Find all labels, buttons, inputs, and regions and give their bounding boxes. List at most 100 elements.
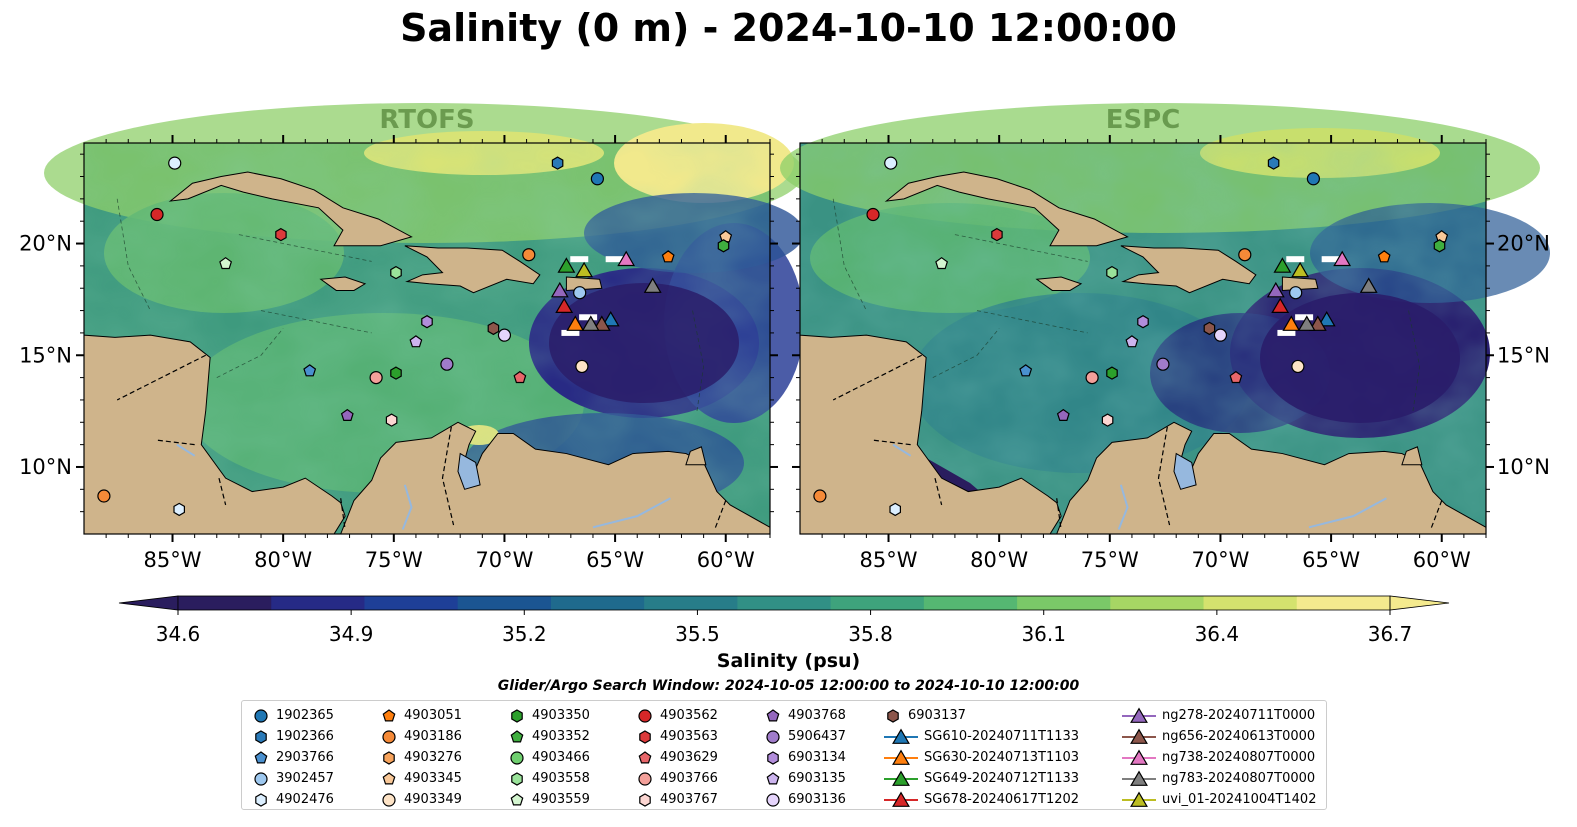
colorbar-extend-high bbox=[1389, 595, 1450, 611]
colorbar-band bbox=[830, 596, 925, 610]
colorbar bbox=[118, 595, 1450, 615]
legend-label: 1902365 bbox=[276, 708, 334, 723]
glider-track bbox=[1295, 314, 1314, 321]
lake-maracaibo bbox=[1173, 452, 1197, 490]
observation-marker bbox=[168, 156, 182, 170]
legend-marker-icon bbox=[511, 771, 523, 786]
observation-marker bbox=[717, 239, 730, 253]
legend-marker bbox=[892, 770, 910, 786]
legend-label: SG610-20240711T1133 bbox=[924, 729, 1080, 744]
observation-marker bbox=[1271, 297, 1290, 313]
legend-item: SG610-20240711T1133 bbox=[884, 726, 1079, 747]
legend-item: 3902457 bbox=[252, 768, 334, 789]
observation-marker bbox=[1291, 359, 1305, 374]
colorbar-tick-label: 35.5 bbox=[675, 622, 720, 646]
legend-marker-icon bbox=[510, 792, 524, 805]
legend-label: 6903135 bbox=[788, 771, 846, 786]
legend-label: 4903559 bbox=[532, 792, 590, 807]
legend-label: 4902476 bbox=[276, 792, 334, 807]
glider-track bbox=[1277, 329, 1296, 336]
legend-marker-icon bbox=[382, 708, 396, 721]
legend-marker bbox=[510, 729, 524, 742]
legend-item: 4903466 bbox=[508, 747, 590, 768]
map-axis-labels: 85°W 80°W 75°W 70°W 65°W 60°W 85°W 80°W 75°W 70°W… bbox=[19, 232, 1550, 572]
legend-item: 4903186 bbox=[380, 726, 462, 747]
legend-marker-icon bbox=[638, 708, 652, 723]
legend-marker bbox=[511, 708, 523, 723]
legend-marker bbox=[382, 708, 396, 721]
legend-marker-icon bbox=[254, 750, 268, 763]
legend-marker-icon bbox=[766, 792, 780, 807]
legend-marker-icon bbox=[254, 708, 268, 723]
lat-tick-label: 10°N bbox=[19, 455, 72, 479]
legend-item: 4903768 bbox=[764, 705, 846, 726]
lon-tick-label: 70°W bbox=[475, 548, 533, 572]
observation-marker bbox=[522, 248, 536, 262]
observation-marker bbox=[340, 408, 354, 421]
observation-marker bbox=[1019, 364, 1033, 377]
legend-marker bbox=[1130, 749, 1148, 765]
observation-marker bbox=[1308, 315, 1327, 331]
observation-marker bbox=[1359, 277, 1378, 293]
observation-marker bbox=[991, 227, 1003, 242]
colorbar-band bbox=[737, 596, 832, 610]
legend-marker bbox=[766, 771, 780, 784]
observation-marker bbox=[487, 321, 500, 336]
legend-label: 1902366 bbox=[276, 729, 334, 744]
colorbar-band bbox=[1296, 596, 1391, 610]
legend-marker-icon bbox=[887, 708, 899, 723]
legend-item: 4903562 bbox=[636, 705, 718, 726]
land-masses bbox=[83, 143, 1487, 535]
legend-marker bbox=[255, 792, 267, 807]
observation-marker bbox=[1056, 408, 1070, 421]
observation-marker bbox=[566, 315, 585, 331]
legend-marker bbox=[254, 750, 268, 763]
legend-marker-icon bbox=[1122, 770, 1156, 786]
observation-marker bbox=[150, 207, 164, 222]
legend-marker bbox=[382, 729, 396, 744]
observation-marker bbox=[813, 489, 827, 503]
observation-marker bbox=[601, 311, 620, 327]
observation-marker bbox=[575, 359, 589, 374]
observation-marker bbox=[1085, 371, 1099, 385]
legend-label: 4903629 bbox=[660, 750, 718, 765]
colorbar-tick-label: 36.1 bbox=[1021, 622, 1066, 646]
legend-label: SG649-20240712T1133 bbox=[924, 771, 1080, 786]
lon-tick-label: 60°W bbox=[1413, 548, 1471, 572]
observation-marker bbox=[1266, 281, 1285, 298]
legend-item: 1902366 bbox=[252, 726, 334, 747]
colorbar-band bbox=[271, 596, 365, 610]
legend: 1902365 1902366 2903766 3902457 4902476 49030… bbox=[241, 700, 1327, 810]
lat-tick-label: 15°N bbox=[1497, 343, 1550, 367]
legend-item: 6903137 bbox=[884, 705, 1079, 726]
legend-label: ng278-20240711T0000 bbox=[1162, 708, 1316, 723]
legend-column: 4903350 4903352 4903466 4903558 4903559 bbox=[508, 705, 590, 810]
legend-label: ng656-20240613T0000 bbox=[1162, 729, 1316, 744]
lat-tick-label: 20°N bbox=[19, 232, 72, 256]
legend-item: 6903135 bbox=[764, 768, 846, 789]
rtofs-observations bbox=[97, 156, 733, 517]
legend-marker bbox=[639, 729, 651, 744]
observation-marker bbox=[1101, 413, 1114, 427]
legend-label: 6903134 bbox=[788, 750, 846, 765]
legend-marker-icon bbox=[638, 771, 652, 786]
legend-marker bbox=[887, 708, 899, 723]
legend-marker-icon bbox=[1122, 791, 1156, 807]
lon-tick-label: 80°W bbox=[254, 548, 312, 572]
figure-title: Salinity (0 m) - 2024-10-10 12:00:00 bbox=[400, 6, 1177, 50]
legend-label: 6903136 bbox=[788, 792, 846, 807]
legend-label: 4903766 bbox=[660, 771, 718, 786]
legend-marker-icon bbox=[510, 729, 524, 742]
observation-marker bbox=[889, 502, 902, 517]
legend-marker-icon bbox=[382, 771, 396, 784]
legend-label: uvi_01-20241004T1402 bbox=[1162, 792, 1317, 807]
lon-tick-label: 75°W bbox=[1081, 548, 1139, 572]
legend-item: 6903136 bbox=[764, 789, 846, 810]
legend-marker bbox=[892, 791, 910, 807]
legend-label: 5906437 bbox=[788, 729, 846, 744]
legend-column: 4903051 4903186 4903276 4903345 4903349 bbox=[380, 705, 462, 810]
legend-item: 4903350 bbox=[508, 705, 590, 726]
legend-marker-icon bbox=[884, 791, 918, 807]
legend-column: 4903768 5906437 6903134 6903135 6903136 bbox=[764, 705, 846, 810]
legend-marker-icon bbox=[766, 729, 780, 744]
